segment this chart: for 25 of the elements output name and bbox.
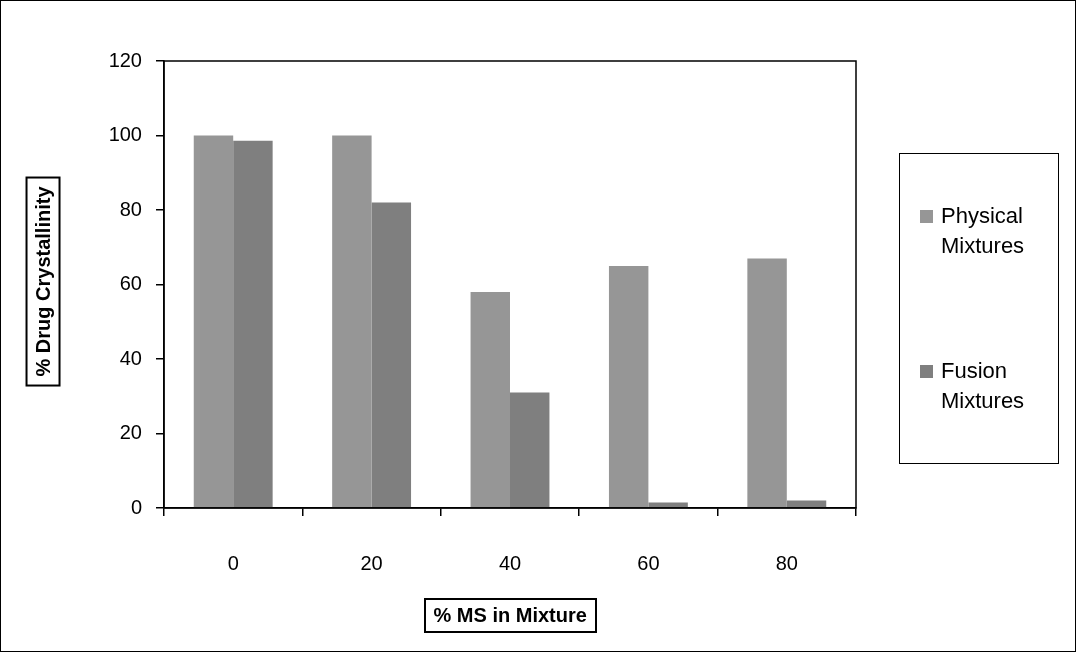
bar (747, 258, 787, 508)
bar (332, 135, 372, 508)
x-axis-title: % MS in Mixture (423, 598, 597, 633)
bar (371, 202, 412, 508)
y-axis-title: % Drug Crystallinity (25, 175, 61, 387)
bar (470, 291, 510, 508)
bar (233, 140, 273, 508)
y-tick-label: 60 (119, 272, 142, 295)
y-tick-label: 0 (130, 495, 142, 518)
y-tick-label: 20 (119, 421, 142, 444)
x-tick-label: 40 (498, 551, 522, 574)
legend-label: Fusion Mixtures (941, 356, 1026, 415)
x-tick-label: 80 (775, 551, 798, 574)
x-tick-label: 20 (360, 551, 383, 574)
y-tick-label: 40 (119, 346, 142, 369)
x-tick-label: 60 (637, 551, 660, 574)
x-tick-label: 0 (227, 551, 239, 574)
legend-label: Physical Mixtures (941, 202, 1026, 261)
bar (608, 265, 649, 508)
y-tick-label: 120 (108, 48, 142, 71)
y-tick-label: 100 (108, 123, 142, 146)
bar (510, 392, 550, 508)
y-tick-label: 80 (119, 197, 142, 220)
bar (193, 135, 234, 508)
bar (648, 502, 688, 508)
